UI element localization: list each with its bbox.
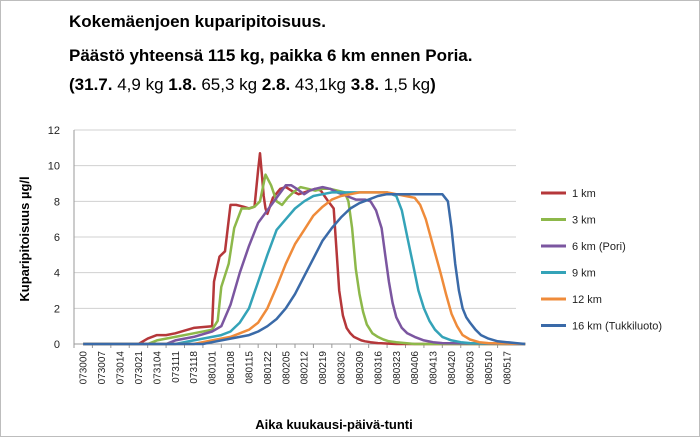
x-tick-label: 073021 (134, 351, 145, 385)
series-line (83, 191, 526, 346)
x-tick-label: 080122 (263, 351, 274, 385)
chart-title-line2: Päästö yhteensä 115 kg, paikka 6 km enne… (69, 46, 473, 65)
x-tick-label: 080205 (281, 351, 292, 385)
legend: 1 km 3 km 6 km (Pori) 9 km 12 km 16 km (Tukki… (541, 188, 662, 333)
x-tick-label: 080323 (392, 351, 403, 385)
x-tick-label: 080115 (244, 351, 255, 384)
legend-label: 1 km (572, 188, 596, 200)
chart-title-line3: (31.7. 4,9 kg 1.8. 65,3 kg 2.8. 43,1kg 3… (69, 75, 436, 95)
legend-label: 12 km (572, 294, 602, 306)
x-tick-label: 080413 (429, 351, 440, 385)
series-line (83, 151, 526, 346)
x-tick-label: 080108 (226, 351, 237, 385)
title-value-4: 1,5 kg (379, 75, 431, 94)
y-axis-title: Kuparipitoisuus µg/l (17, 176, 32, 301)
title-paren-open: ( (69, 75, 75, 94)
legend-label: 3 km (572, 215, 596, 227)
series-line (83, 184, 526, 346)
x-tick-label: 073000 (79, 351, 90, 385)
title-value-2: 65,3 kg (196, 75, 262, 94)
series-lines (83, 151, 526, 346)
series-line (83, 173, 526, 346)
title-date-1: 31.7. (74, 75, 113, 94)
x-tick-label: 080302 (337, 351, 348, 385)
x-tick-label: 073118 (189, 351, 200, 384)
x-tick-label: 073007 (97, 351, 108, 385)
x-tick-label: 073104 (152, 351, 163, 385)
y-tick-label: 6 (54, 232, 60, 244)
y-axis-ticks: 0 2 4 6 8 10 12 (48, 125, 60, 351)
series-line (83, 191, 526, 346)
title-paren-close: ) (430, 75, 436, 94)
legend-label: 16 km (Tukkiluoto) (572, 321, 662, 333)
legend-label: 9 km (572, 268, 596, 280)
y-tick-label: 4 (54, 268, 60, 280)
x-tick-label: 080510 (484, 351, 495, 385)
series-line (83, 192, 526, 346)
title-date-3: 2.8. (261, 75, 291, 94)
chart-title-line1: Kokemäenjoen kuparipitoisuus. (69, 12, 326, 31)
x-tick-label: 080309 (355, 351, 366, 385)
x-tick-label: 073014 (116, 351, 127, 385)
x-axis-title: Aika kuukausi-päivä-tunti (255, 417, 412, 432)
x-tick-label: 080219 (318, 351, 329, 385)
x-tick-label: 073111 (171, 351, 182, 383)
legend-label: 6 km (Pori) (572, 241, 626, 253)
x-tick-label: 080420 (447, 351, 458, 385)
x-tick-label: 080316 (373, 351, 384, 385)
title-date-4: 3.8. (350, 75, 380, 94)
x-tick-label: 080517 (502, 351, 513, 385)
y-tick-label: 0 (54, 339, 60, 351)
title-value-1: 4,9 kg (112, 75, 169, 94)
title-value-3: 43,1kg (290, 75, 351, 94)
y-tick-label: 10 (48, 161, 60, 173)
y-tick-label: 12 (48, 125, 60, 137)
y-tick-label: 8 (54, 196, 60, 208)
y-tick-label: 2 (54, 303, 60, 315)
x-tick-label: 080503 (465, 351, 476, 385)
x-tick-label: 080101 (208, 351, 219, 385)
x-axis-ticks: 073000 073007 073014 073021 073104 073111 0731… (73, 344, 513, 385)
x-tick-label: 080212 (300, 351, 311, 385)
title-date-2: 1.8. (168, 75, 197, 94)
x-tick-label: 080406 (410, 351, 421, 385)
